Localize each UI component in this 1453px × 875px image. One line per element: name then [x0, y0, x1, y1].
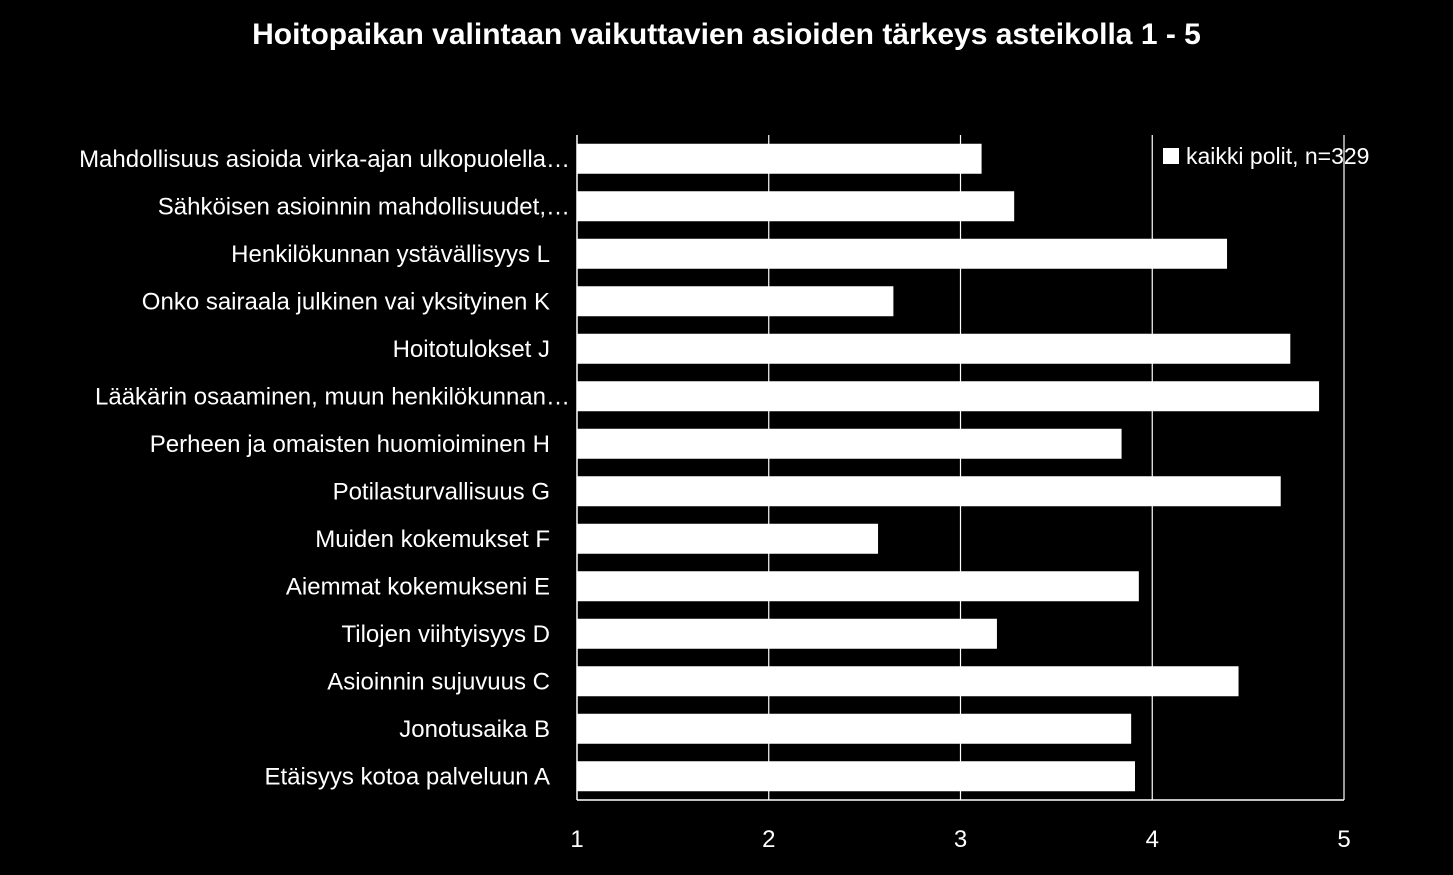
- legend-label: kaikki polit, n=329: [1186, 143, 1369, 169]
- tick-label-5: 5: [1337, 826, 1350, 853]
- category-label: Etäisyys kotoa palveluun A: [264, 763, 550, 790]
- tick-label-3: 3: [954, 826, 967, 853]
- tick-label-2: 2: [762, 826, 775, 853]
- tick-label-1: 1: [570, 826, 583, 853]
- category-label: Hoitotulokset J: [393, 336, 550, 363]
- bar-6: [577, 381, 1320, 412]
- bar-7: [577, 428, 1122, 459]
- category-label: Aiemmat kokemukseni E: [286, 573, 550, 600]
- bars: [577, 143, 1320, 792]
- category-label: Perheen ja omaisten huomioiminen H: [150, 431, 550, 458]
- bar-10: [577, 571, 1139, 602]
- bar-5: [577, 333, 1291, 364]
- chart-title: Hoitopaikan valintaan vaikuttavien asioi…: [252, 18, 1201, 51]
- category-label: Jonotusaika B: [399, 716, 550, 743]
- bar-13: [577, 713, 1132, 744]
- axes: [576, 135, 1344, 801]
- category-label: Potilasturvallisuus G: [333, 478, 550, 505]
- category-label: Asioinnin sujuvuus C: [327, 668, 550, 695]
- bar-1: [577, 143, 982, 174]
- category-label: Mahdollisuus asioida virka-ajan ulkopuol…: [79, 146, 570, 173]
- category-label: Onko sairaala julkinen vai yksityinen K: [142, 288, 550, 315]
- category-label: Sähköisen asioinnin mahdollisuudet,…: [158, 193, 570, 220]
- category-label: Muiden kokemukset F: [315, 526, 550, 553]
- tick-label-4: 4: [1146, 826, 1159, 853]
- bar-12: [577, 666, 1239, 697]
- gridlines: [768, 135, 1345, 800]
- category-label: Tilojen viihtyisyys D: [342, 621, 551, 648]
- category-label: Lääkärin osaaminen, muun henkilökunnan…: [95, 383, 570, 410]
- legend: kaikki polit, n=329: [1163, 143, 1369, 169]
- bar-9: [577, 523, 879, 554]
- category-labels: Mahdollisuus asioida virka-ajan ulkopuol…: [79, 146, 570, 791]
- bar-11: [577, 618, 997, 649]
- bar-2: [577, 191, 1015, 222]
- bar-3: [577, 238, 1228, 269]
- legend-swatch: [1163, 148, 1179, 164]
- bar-4: [577, 286, 894, 317]
- category-label: Henkilökunnan ystävällisyys L: [231, 241, 550, 268]
- bar-8: [577, 476, 1281, 507]
- tick-labels: 1 2 3 4 5: [570, 826, 1350, 853]
- bar-14: [577, 761, 1135, 792]
